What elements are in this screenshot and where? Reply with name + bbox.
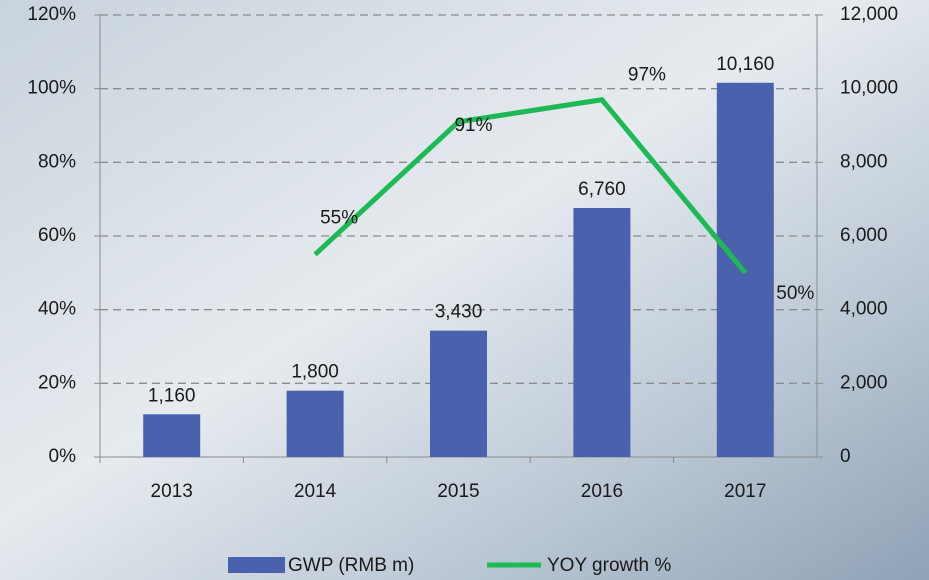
- data-label: 97%: [628, 65, 666, 86]
- y-tick-label: 40%: [38, 299, 76, 320]
- line: [313, 97, 748, 275]
- data-label: 50%: [776, 283, 814, 304]
- y2-tick-label: 0: [840, 446, 851, 467]
- legend-label: YOY growth %: [547, 555, 671, 576]
- x-tick-label: 2017: [724, 481, 766, 502]
- y-tick-label: 60%: [38, 225, 76, 246]
- data-label: 1,160: [148, 385, 196, 406]
- y2-tick-label: 2,000: [840, 372, 888, 393]
- y-tick-label: 20%: [38, 372, 76, 393]
- bar: [430, 330, 487, 457]
- data-label: 55%: [320, 207, 358, 228]
- y-tick-label: 120%: [27, 4, 76, 25]
- y-tick-label: 80%: [38, 151, 76, 172]
- x-tick-label: 2013: [151, 481, 193, 502]
- y2-tick-label: 4,000: [840, 299, 888, 320]
- y2-tick-label: 8,000: [840, 151, 888, 172]
- x-tick-label: 2015: [437, 481, 479, 502]
- x-tick-label: 2016: [581, 481, 623, 502]
- legend-swatch: [228, 557, 285, 573]
- data-label: 6,760: [578, 179, 626, 200]
- data-label: 10,160: [716, 54, 774, 75]
- bar: [573, 208, 631, 457]
- y-tick-label: 0%: [49, 446, 77, 467]
- data-label: 1,800: [291, 362, 339, 383]
- bar: [143, 414, 201, 457]
- y2-tick-label: 10,000: [840, 78, 898, 99]
- legend-label: GWP (RMB m): [288, 555, 414, 576]
- bar: [286, 390, 344, 457]
- data-label: 3,430: [435, 302, 483, 323]
- x-tick-label: 2014: [294, 481, 337, 502]
- data-label: 91%: [454, 115, 492, 136]
- y-tick-label: 100%: [27, 78, 76, 99]
- y2-tick-label: 6,000: [840, 225, 888, 246]
- y2-tick-label: 12,000: [840, 4, 898, 25]
